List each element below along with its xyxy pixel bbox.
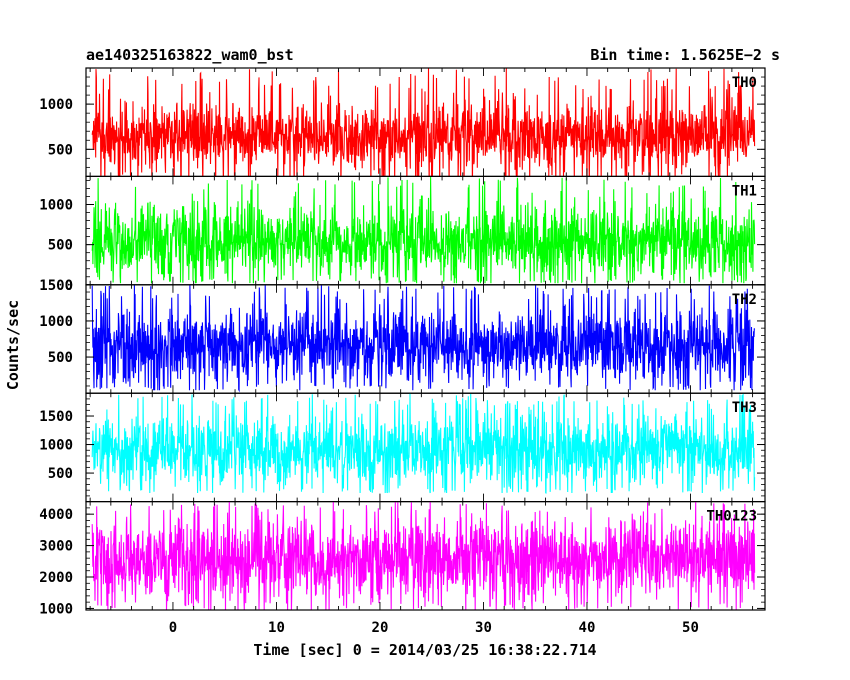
x-tick-label: 30 [475,620,492,636]
series-line-th0 [91,68,756,177]
x-tick-label: 10 [268,620,285,636]
y-tick-label: 500 [48,350,73,366]
panel-th0123: 1000 2000 3000 4000 TH0123 [39,501,766,617]
series-line-th0123 [91,501,756,611]
panel-frame [85,501,766,611]
y-tick-label: 0 [65,278,73,294]
y-tick-label: 4000 [39,507,73,523]
panels-layer: 5001000TH005001000TH150010001500TH250010… [39,67,766,636]
y-tick-label: 1000 [39,314,73,330]
y-tick-label: 1000 [39,601,73,617]
y-tick-label: 2000 [39,570,73,586]
y-tick-label: 500 [48,238,73,254]
panel-th2: 500 1000 1500 TH2 [39,278,766,394]
panel-label-th2: TH2 [732,292,757,308]
y-tick-label: 1500 [39,409,73,425]
y-tick-label: 500 [48,466,73,482]
series-line-th2 [91,284,756,393]
panel-label-th0: TH0 [732,75,757,91]
panel-label-th1: TH1 [732,183,757,199]
x-tick-label: 50 [682,620,699,636]
x-tick-label: 0 [169,620,177,636]
y-tick-label: 1500 [39,278,73,294]
bin-time-label: Bin time: 1.5625E−2 s [590,46,780,64]
y-tick-label: 500 [48,142,73,158]
y-tick-label: 1000 [39,97,73,113]
panel-label-th0123: TH0123 [706,509,757,525]
y-tick-label: 1000 [39,198,73,214]
x-tick-label: 20 [372,620,389,636]
series-line-th3 [91,393,756,494]
y-tick-label: 3000 [39,539,73,555]
panel-label-th3: TH3 [732,400,757,416]
y-tick-label: 1000 [39,438,73,454]
chart-title: ae140325163822_wam0_bst [86,46,294,64]
y-axis-label: Counts/sec [4,300,22,390]
x-axis-label: Time [sec] 0 = 2014/03/25 16:38:22.714 [253,641,596,659]
panel-th1: 0 500 1000 TH1 [39,175,766,294]
panel-th3: 500 1000 1500 TH3 [39,392,766,503]
series-line-th1 [91,176,756,284]
x-tick-label: 40 [579,620,596,636]
panel-th0: 500 1000 TH0 [39,67,766,178]
